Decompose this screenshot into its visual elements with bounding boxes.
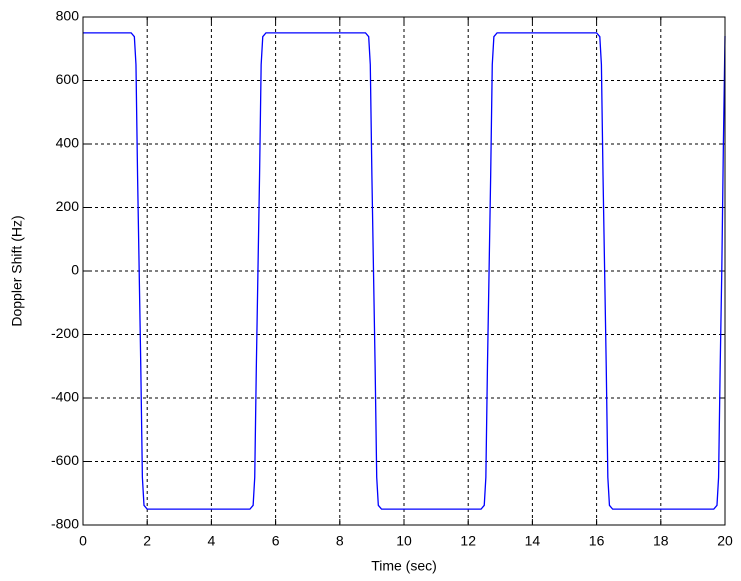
y-tick-label: -600 [51,452,79,468]
y-tick-label: 600 [56,71,80,87]
y-tick-label: 400 [56,135,80,151]
x-tick-label: 4 [208,533,216,549]
axes-box [82,16,726,526]
y-tick-label: -400 [51,389,79,405]
x-tick-label: 8 [336,533,344,549]
x-tick-label: 2 [143,533,151,549]
y-axis-label: Doppler Shift (Hz) [9,215,25,326]
x-axis-label: Time (sec) [371,558,437,574]
x-tick-label: 10 [396,533,412,549]
y-tick-label: -200 [51,325,79,341]
x-tick-label: 12 [460,533,476,549]
y-tick-label: 0 [71,262,79,278]
x-tick-label: 18 [653,533,669,549]
x-tick-label: 14 [525,533,541,549]
y-tick-label: 800 [56,8,80,24]
x-tick-label: 20 [717,533,733,549]
y-tick-label: 200 [56,198,80,214]
y-tick-label: -800 [51,516,79,532]
data-line [83,32,726,510]
x-tick-label: 16 [589,533,605,549]
x-tick-label: 0 [79,533,87,549]
x-tick-label: 6 [272,533,280,549]
